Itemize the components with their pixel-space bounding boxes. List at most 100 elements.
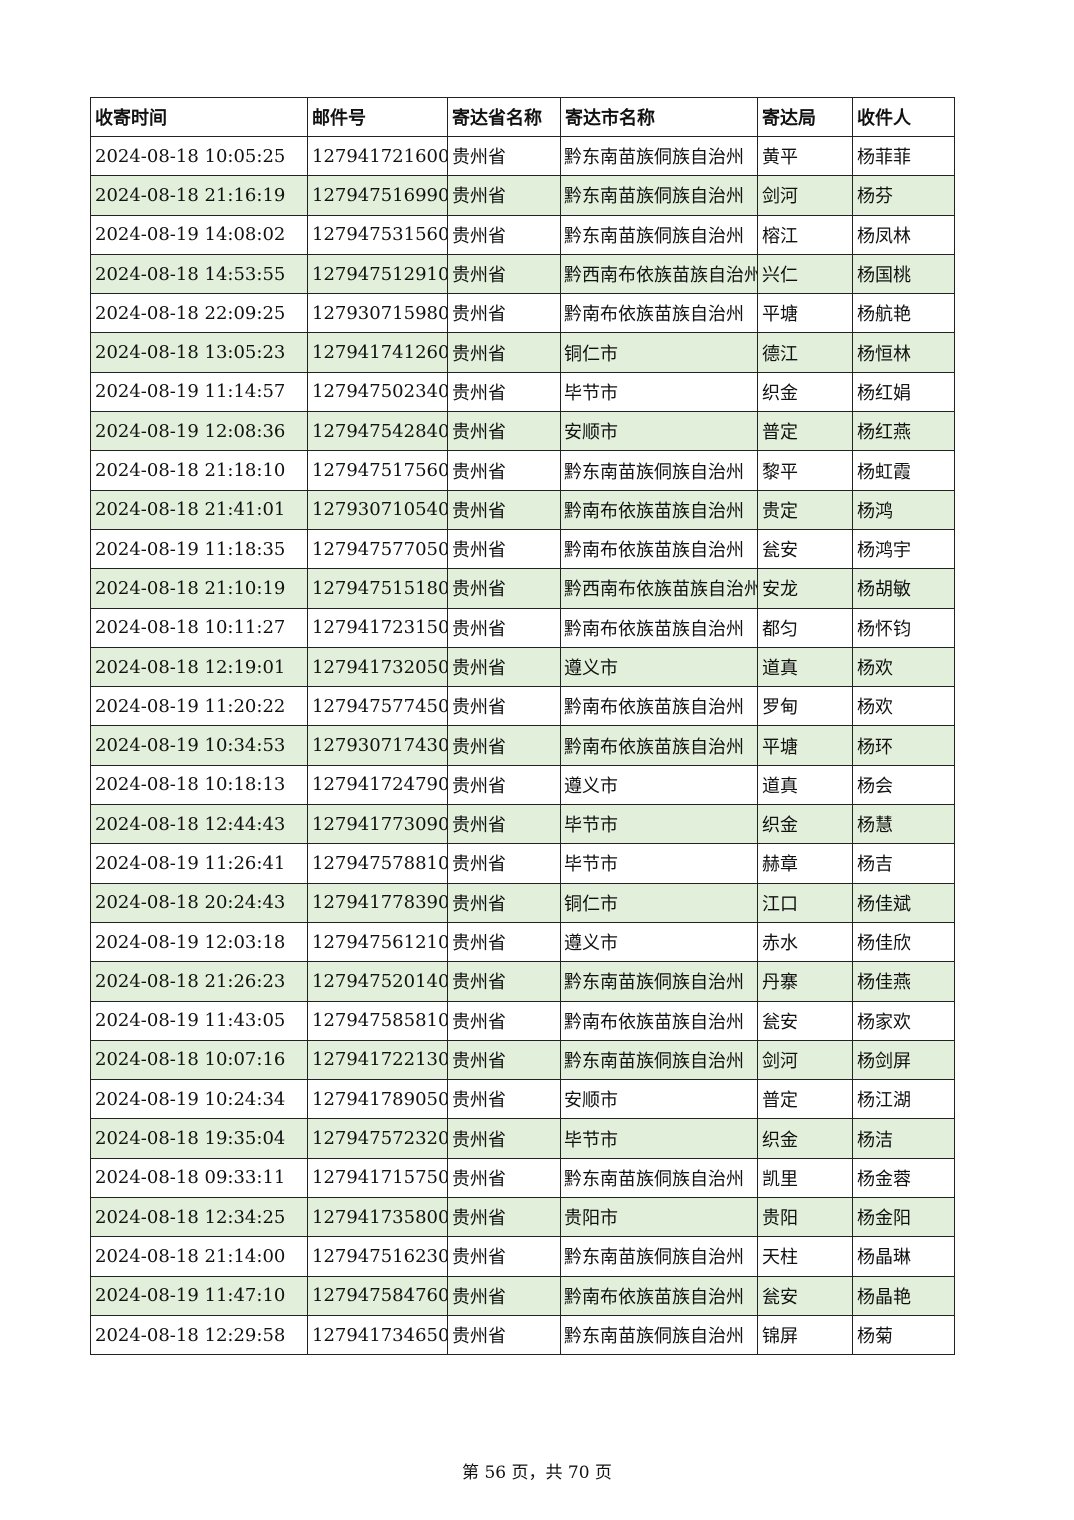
cell-office: 普定 bbox=[757, 1079, 853, 1120]
cell-city: 黔南布依族苗族自治州 bbox=[560, 725, 758, 766]
cell-office: 黄平 bbox=[757, 135, 853, 177]
cell-mail-no: 1279417231503 bbox=[307, 607, 448, 648]
table-row: 2024-08-19 12:03:18 1279475612103 贵州省 遵义市 赤水… bbox=[90, 921, 955, 963]
cell-office: 瓮安 bbox=[757, 528, 853, 570]
cell-time: 2024-08-18 21:41:01 bbox=[90, 489, 308, 530]
cell-province: 贵州省 bbox=[447, 1000, 561, 1041]
cell-recipient: 杨金阳 bbox=[852, 1197, 955, 1238]
cell-city: 黔东南苗族侗族自治州 bbox=[560, 1157, 758, 1199]
cell-province: 贵州省 bbox=[447, 1236, 561, 1277]
cell-city: 遵义市 bbox=[560, 646, 758, 688]
cell-office: 江口 bbox=[757, 882, 853, 923]
cell-recipient: 杨吉 bbox=[852, 843, 955, 884]
table-row: 2024-08-19 10:24:34 1279417890503 贵州省 安顺市 普定… bbox=[90, 1079, 955, 1120]
cell-mail-no: 1279475788103 bbox=[307, 843, 448, 884]
cell-recipient: 杨红娟 bbox=[852, 371, 955, 413]
column-header-office: 寄达局 bbox=[757, 97, 853, 137]
cell-mail-no: 1279307159803 bbox=[307, 293, 448, 334]
cell-province: 贵州省 bbox=[447, 214, 561, 255]
cell-mail-no: 1279475723203 bbox=[307, 1118, 448, 1159]
cell-city: 毕节市 bbox=[560, 371, 758, 413]
cell-recipient: 杨欢 bbox=[852, 686, 955, 727]
cell-recipient: 杨红燕 bbox=[852, 411, 955, 452]
cell-province: 贵州省 bbox=[447, 1197, 561, 1238]
cell-mail-no: 1279417216003 bbox=[307, 135, 448, 177]
cell-time: 2024-08-18 12:44:43 bbox=[90, 804, 308, 845]
cell-recipient: 杨江湖 bbox=[852, 1079, 955, 1120]
column-header-mail-no: 邮件号 bbox=[307, 97, 448, 137]
cell-province: 贵州省 bbox=[447, 568, 561, 609]
cell-province: 贵州省 bbox=[447, 371, 561, 413]
cell-mail-no: 1279475175603 bbox=[307, 450, 448, 491]
cell-time: 2024-08-19 14:08:02 bbox=[90, 214, 308, 255]
cell-province: 贵州省 bbox=[447, 1118, 561, 1159]
cell-time: 2024-08-19 11:43:05 bbox=[90, 1000, 308, 1041]
cell-mail-no: 1279417358003 bbox=[307, 1197, 448, 1238]
cell-office: 都匀 bbox=[757, 607, 853, 648]
cell-province: 贵州省 bbox=[447, 686, 561, 727]
table-row: 2024-08-18 19:35:04 1279475723203 贵州省 毕节市 织金… bbox=[90, 1118, 955, 1159]
cell-province: 贵州省 bbox=[447, 882, 561, 923]
cell-office: 普定 bbox=[757, 411, 853, 452]
cell-office: 剑河 bbox=[757, 1039, 853, 1081]
cell-office: 罗甸 bbox=[757, 686, 853, 727]
cell-recipient: 杨家欢 bbox=[852, 1000, 955, 1041]
cell-mail-no: 1279475858103 bbox=[307, 1000, 448, 1041]
table-row: 2024-08-18 10:11:27 1279417231503 贵州省 黔南布依族… bbox=[90, 607, 955, 648]
cell-recipient: 杨怀钧 bbox=[852, 607, 955, 648]
table-row: 2024-08-18 09:33:11 1279417157503 贵州省 黔东南苗族… bbox=[90, 1157, 955, 1199]
cell-office: 织金 bbox=[757, 804, 853, 845]
cell-office: 道真 bbox=[757, 646, 853, 688]
cell-province: 贵州省 bbox=[447, 921, 561, 963]
cell-city: 黔西南布依族苗族自治州 bbox=[560, 253, 758, 295]
cell-province: 贵州省 bbox=[447, 293, 561, 334]
cell-city: 毕节市 bbox=[560, 804, 758, 845]
cell-mail-no: 1279417412603 bbox=[307, 332, 448, 373]
cell-mail-no: 1279417247903 bbox=[307, 764, 448, 806]
table-row: 2024-08-18 10:05:25 1279417216003 贵州省 黔东南苗族… bbox=[90, 135, 955, 177]
cell-city: 安顺市 bbox=[560, 411, 758, 452]
cell-province: 贵州省 bbox=[447, 175, 561, 216]
table-row: 2024-08-18 12:34:25 1279417358003 贵州省 贵阳市 贵阳… bbox=[90, 1197, 955, 1238]
cell-time: 2024-08-18 21:18:10 bbox=[90, 450, 308, 491]
cell-time: 2024-08-18 19:35:04 bbox=[90, 1118, 308, 1159]
page-footer: 第 56 页，共 70 页 bbox=[462, 1463, 612, 1483]
table-row: 2024-08-18 10:18:13 1279417247903 贵州省 遵义市 道真… bbox=[90, 764, 955, 806]
cell-time: 2024-08-19 12:08:36 bbox=[90, 411, 308, 452]
cell-province: 贵州省 bbox=[447, 1314, 561, 1356]
cell-office: 贵阳 bbox=[757, 1197, 853, 1238]
cell-city: 黔西南布依族苗族自治州 bbox=[560, 568, 758, 609]
cell-province: 贵州省 bbox=[447, 1079, 561, 1120]
cell-recipient: 杨佳欣 bbox=[852, 921, 955, 963]
cell-office: 榕江 bbox=[757, 214, 853, 255]
cell-recipient: 杨晶琳 bbox=[852, 1236, 955, 1277]
cell-city: 铜仁市 bbox=[560, 882, 758, 923]
cell-time: 2024-08-18 10:11:27 bbox=[90, 607, 308, 648]
cell-city: 毕节市 bbox=[560, 843, 758, 884]
cell-office: 丹寨 bbox=[757, 961, 853, 1002]
table-row: 2024-08-18 12:44:43 1279417730903 贵州省 毕节市 织金… bbox=[90, 804, 955, 845]
cell-recipient: 杨金蓉 bbox=[852, 1157, 955, 1199]
table-header-row: 收寄时间 邮件号 寄达省名称 寄达市名称 寄达局 收件人 bbox=[90, 97, 955, 137]
cell-office: 道真 bbox=[757, 764, 853, 806]
mail-table: 收寄时间 邮件号 寄达省名称 寄达市名称 寄达局 收件人 2024-08-18 10:05… bbox=[90, 97, 955, 1356]
cell-recipient: 杨会 bbox=[852, 764, 955, 806]
cell-recipient: 杨慧 bbox=[852, 804, 955, 845]
cell-mail-no: 1279417346503 bbox=[307, 1314, 448, 1356]
table-row: 2024-08-19 11:20:22 1279475774503 贵州省 黔南布依族… bbox=[90, 686, 955, 727]
cell-province: 贵州省 bbox=[447, 1275, 561, 1316]
cell-time: 2024-08-18 14:53:55 bbox=[90, 253, 308, 295]
cell-office: 天柱 bbox=[757, 1236, 853, 1277]
cell-time: 2024-08-19 10:24:34 bbox=[90, 1079, 308, 1120]
cell-mail-no: 1279475162303 bbox=[307, 1236, 448, 1277]
cell-city: 黔东南苗族侗族自治州 bbox=[560, 135, 758, 177]
cell-time: 2024-08-19 11:20:22 bbox=[90, 686, 308, 727]
cell-mail-no: 1279475847603 bbox=[307, 1275, 448, 1316]
cell-city: 毕节市 bbox=[560, 1118, 758, 1159]
cell-time: 2024-08-19 11:14:57 bbox=[90, 371, 308, 413]
cell-city: 黔南布依族苗族自治州 bbox=[560, 293, 758, 334]
cell-province: 贵州省 bbox=[447, 725, 561, 766]
cell-recipient: 杨国桃 bbox=[852, 253, 955, 295]
cell-city: 黔南布依族苗族自治州 bbox=[560, 1000, 758, 1041]
cell-office: 织金 bbox=[757, 1118, 853, 1159]
